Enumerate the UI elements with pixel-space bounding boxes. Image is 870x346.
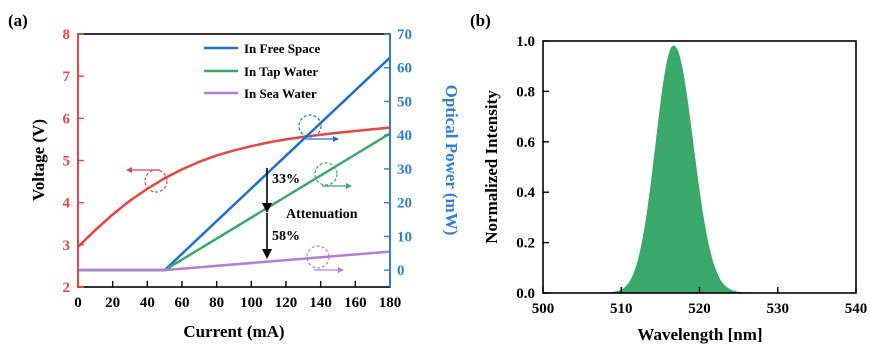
panel-a-chart: 0 20 40 60 80 100 120 140 160 1802345678010203040… [29,27,461,341]
y-tick-label-b: 0.2 [516,236,535,252]
y-left-tick-label: 2 [63,280,71,296]
panel-a-label: (a) [8,11,28,30]
x-tick-label-a: 180 [379,295,402,311]
x-tick-label-a: 100 [240,295,263,311]
attenuation-label: Attenuation [286,207,358,222]
y-right-tick-label: 0 [397,263,405,279]
legend-label-tap-water: In Tap Water [244,64,318,79]
x-axis-label-b: Wavelength [nm] [637,325,762,344]
y-tick-label-b: 0.8 [516,84,535,100]
y-left-tick-label: 4 [63,196,71,212]
y-right-tick-label: 20 [397,196,412,212]
x-tick-label-b: 530 [767,301,790,317]
legend-a: In Free Space In Tap Water In Sea Water [204,41,321,101]
axis-indicator-tap-water [314,162,352,189]
axis-indicator-sea-water [306,245,344,273]
attenuation-arrowhead-1 [262,203,272,213]
sea-water-indicator-circle [306,245,330,269]
voltage-indicator-arrowhead [126,167,132,173]
x-tick-label-a: 80 [209,295,224,311]
x-tick-label-a: 40 [140,295,155,311]
y-left-tick-label: 5 [63,154,71,170]
sea-water-indicator-arrowhead [338,267,344,273]
y-axis-right-label: Optical Power (mW) [442,85,461,236]
y-left-tick-label: 3 [63,238,71,254]
x-tick-label-b: 540 [845,301,868,317]
y-tick-label-b: 0.4 [516,185,535,201]
free-space-indicator-arrowhead [333,136,339,142]
y-axis-left-label: Voltage (V) [29,119,48,201]
legend-label-free-space: In Free Space [244,41,321,56]
y-right-tick-label: 50 [397,94,412,110]
x-tick-label-b: 520 [688,301,711,317]
y-tick-label-b: 1.0 [516,34,535,50]
spectrum-area [543,45,856,294]
tap-water-indicator-arrowhead [346,183,352,189]
y-tick-label-b: 0.0 [516,286,535,302]
y-left-tick-label: 8 [63,27,71,43]
attenuation-pct-58: 58% [272,229,300,244]
y-right-tick-label: 30 [397,162,412,178]
tap-water-indicator-circle [314,162,338,186]
panel-b-label: (b) [470,11,491,30]
y-right-tick-label: 10 [397,229,412,245]
attenuation-arrowhead-2 [262,249,272,259]
x-axis-label-a: Current (mA) [183,322,284,341]
x-tick-label-a: 0 [74,295,82,311]
y-left-tick-label: 6 [63,111,71,127]
y-right-tick-label: 40 [397,128,412,144]
x-tick-label-b: 500 [532,301,555,317]
voltage-indicator-circle [144,169,168,193]
series-line-free-space [78,56,391,272]
series-line-tap-water [78,132,391,272]
y-left-tick-label: 7 [63,69,71,85]
voltage-series-line [77,126,391,248]
y-tick-label-b: 0.6 [516,135,535,151]
attenuation-pct-33: 33% [272,172,300,187]
y-axis-label-b: Normalized Intensity [482,90,501,244]
x-tick-label-b: 510 [610,301,633,317]
x-tick-label-a: 120 [275,295,298,311]
free-space-indicator-circle [298,114,322,138]
panel-b-chart: 500 510 520 530 540 0.0 0.2 0.4 0.6 0.8 1.0 Wavele… [482,34,867,344]
axis-indicator-free-space [298,114,339,142]
x-tick-label-a: 60 [175,295,190,311]
y-right-tick-label: 60 [397,61,412,77]
x-tick-label-a: 20 [105,295,120,311]
x-tick-label-a: 160 [344,295,367,311]
x-tick-label-a: 140 [309,295,332,311]
y-right-tick-label: 70 [397,27,412,43]
attenuation-annotation: 33% Attenuation 58% [262,168,358,259]
series-line-sea-water [78,250,391,272]
axis-indicator-voltage [126,167,168,193]
legend-label-sea-water: In Sea Water [244,86,317,101]
